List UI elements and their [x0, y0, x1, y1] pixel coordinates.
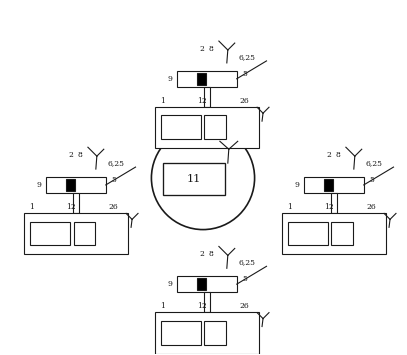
Bar	[204, 321, 226, 345]
Bar	[177, 71, 237, 87]
Text: 5: 5	[243, 70, 247, 78]
Bar	[155, 312, 259, 354]
Text: 26: 26	[240, 302, 249, 310]
Text: 2: 2	[326, 151, 331, 159]
Bar	[282, 213, 386, 255]
Text: 8: 8	[335, 151, 340, 159]
Bar	[177, 276, 237, 292]
Bar	[204, 87, 210, 106]
Text: 1: 1	[29, 203, 34, 211]
Text: 2: 2	[69, 151, 74, 159]
Bar	[331, 193, 337, 213]
Bar	[66, 179, 75, 191]
Text: 8: 8	[208, 45, 213, 53]
Text: 9: 9	[36, 181, 41, 189]
Text: 5: 5	[112, 176, 116, 184]
Text: 1: 1	[160, 97, 165, 105]
Text: 12: 12	[324, 203, 334, 211]
Text: 6,25: 6,25	[239, 53, 256, 61]
Text: 1: 1	[160, 302, 165, 310]
Text: 26: 26	[109, 203, 118, 211]
Text: 26: 26	[240, 97, 249, 105]
Text: 9: 9	[294, 181, 299, 189]
Text: 2: 2	[199, 45, 204, 53]
Text: 2: 2	[199, 250, 204, 258]
Text: 6,25: 6,25	[366, 159, 383, 167]
Bar	[73, 193, 79, 213]
Bar	[30, 222, 70, 245]
Bar	[197, 73, 206, 85]
Bar	[24, 213, 128, 255]
Text: 1: 1	[287, 203, 292, 211]
Bar	[197, 278, 206, 290]
Bar	[163, 163, 225, 195]
Text: 9: 9	[167, 75, 172, 83]
Text: 5: 5	[370, 176, 374, 184]
Bar	[161, 115, 201, 139]
Bar	[74, 222, 95, 245]
Text: 11: 11	[187, 174, 201, 184]
Text: 12: 12	[197, 302, 207, 310]
Bar	[155, 106, 259, 148]
Bar	[288, 222, 328, 245]
Text: 8: 8	[78, 151, 82, 159]
Bar	[331, 222, 353, 245]
Text: 12: 12	[66, 203, 76, 211]
Bar	[324, 179, 333, 191]
Bar	[204, 115, 226, 139]
Bar	[204, 292, 210, 312]
Text: 5: 5	[243, 275, 247, 283]
Text: 6,25: 6,25	[239, 258, 256, 266]
Text: 8: 8	[208, 250, 213, 258]
Bar	[46, 177, 106, 193]
Text: 12: 12	[197, 97, 207, 105]
Bar	[161, 321, 201, 345]
Text: 6,25: 6,25	[108, 159, 125, 167]
Text: 9: 9	[167, 280, 172, 288]
Text: 26: 26	[367, 203, 376, 211]
Bar	[304, 177, 364, 193]
